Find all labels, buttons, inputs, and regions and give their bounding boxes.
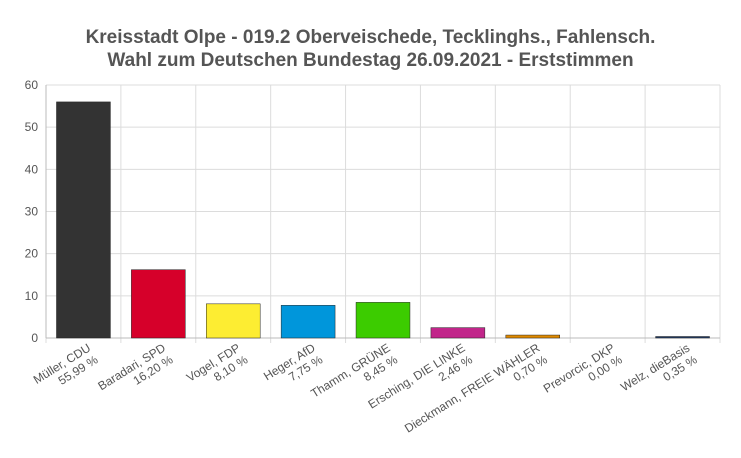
y-tick-label: 0 <box>31 331 38 345</box>
bar <box>56 101 111 339</box>
x-category-label: Vogel, FDP8,10 % <box>184 340 251 396</box>
chart-subtitle: Wahl zum Deutschen Bundestag 26.09.2021 … <box>107 50 634 71</box>
bar <box>505 334 560 339</box>
y-tick-label: 50 <box>25 120 39 134</box>
x-category-label: Dieckmann, FREIE WÄHLER0,70 % <box>402 340 550 447</box>
category-name: Dieckmann, FREIE WÄHLER <box>402 340 543 435</box>
bar <box>280 305 336 339</box>
bar <box>355 302 411 339</box>
x-category-label: Müller, CDU55,99 % <box>31 341 101 399</box>
x-category-label: Prevorcic, DKP0,00 % <box>541 340 625 407</box>
chart-title: Kreisstadt Olpe - 019.2 Oberveischede, T… <box>85 27 656 48</box>
y-tick-label: 60 <box>25 78 39 92</box>
x-category-label: Baradari, SPD16,20 % <box>95 340 175 405</box>
bar <box>206 303 261 339</box>
bar <box>131 269 186 339</box>
y-tick-label: 40 <box>25 162 39 176</box>
y-tick-label: 20 <box>25 247 39 261</box>
bar <box>430 327 486 339</box>
y-tick-label: 30 <box>25 205 39 219</box>
x-category-label: Welz, dieBasis0,35 % <box>618 340 700 406</box>
y-tick-label: 10 <box>25 289 39 303</box>
bar <box>655 336 710 339</box>
